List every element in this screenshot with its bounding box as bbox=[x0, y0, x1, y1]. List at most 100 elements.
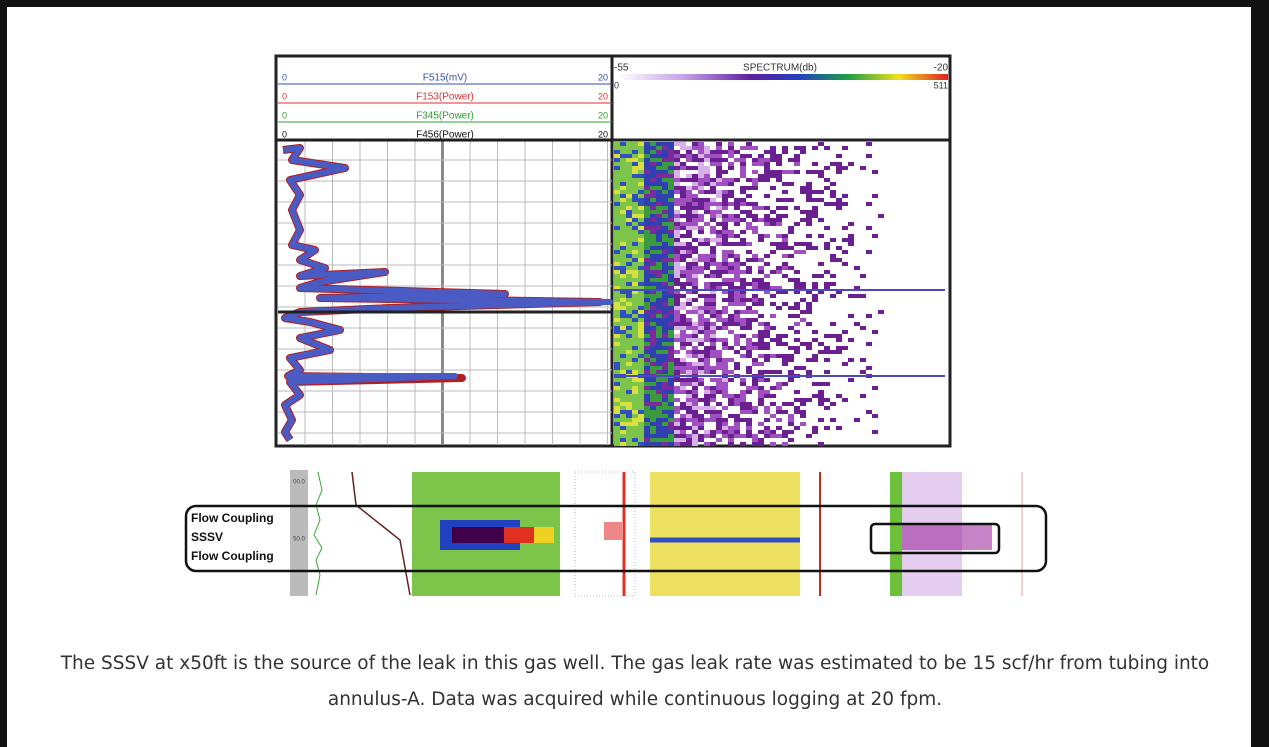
spectrum-cell bbox=[704, 430, 710, 434]
spectrum-cell bbox=[746, 366, 752, 370]
spectrum-cell bbox=[752, 230, 758, 234]
spectrum-cell bbox=[620, 254, 626, 258]
spectrum-cell bbox=[650, 246, 656, 250]
spectrum-cell bbox=[662, 166, 668, 170]
spectrum-cell bbox=[698, 426, 704, 430]
spectrum-cell bbox=[722, 270, 728, 274]
spectrum-cell bbox=[638, 294, 644, 298]
spectrum-cell bbox=[716, 390, 722, 394]
spectrum-cell bbox=[710, 414, 716, 418]
spectrum-cell bbox=[836, 394, 842, 398]
spectrum-cell bbox=[668, 334, 674, 338]
spectrum-cell bbox=[626, 214, 632, 218]
spectrum-cell bbox=[638, 218, 644, 222]
spectrum-cell bbox=[632, 358, 638, 362]
spectrum-cell bbox=[650, 218, 656, 222]
spectrum-cell bbox=[644, 338, 650, 342]
spectrum-cell bbox=[704, 210, 710, 214]
spectrum-cell bbox=[620, 214, 626, 218]
spectrum-cell bbox=[638, 334, 644, 338]
spectrum-cell bbox=[644, 162, 650, 166]
spectrum-cell bbox=[686, 398, 692, 402]
spectrum-cell bbox=[638, 158, 644, 162]
spectrum-cell bbox=[728, 358, 734, 362]
spectrum-cell bbox=[692, 146, 698, 150]
spectrum-cell bbox=[806, 242, 812, 246]
spectrum-cell bbox=[794, 350, 800, 354]
spectrum-cell bbox=[710, 350, 716, 354]
spectrum-cell bbox=[824, 370, 830, 374]
spectrum-cell bbox=[662, 206, 668, 210]
spectrum-cell bbox=[710, 258, 716, 262]
spectrum-cell bbox=[668, 162, 674, 166]
spectrum-cell bbox=[686, 414, 692, 418]
spectrum-cell bbox=[662, 222, 668, 226]
spectrum-cell bbox=[716, 274, 722, 278]
spectrum-cell bbox=[644, 430, 650, 434]
spectrum-cell bbox=[764, 406, 770, 410]
spectrum-cell bbox=[740, 186, 746, 190]
spectrum-cell bbox=[728, 290, 734, 294]
spectrum-cell bbox=[812, 246, 818, 250]
spectrum-cell bbox=[752, 378, 758, 382]
spectrum-cell bbox=[806, 434, 812, 438]
spectrum-cell bbox=[680, 414, 686, 418]
spectrum-cell bbox=[680, 422, 686, 426]
spectrum-cell bbox=[740, 442, 746, 446]
spectrum-cell bbox=[632, 246, 638, 250]
spectrum-cell bbox=[710, 150, 716, 154]
spectrum-cell bbox=[614, 234, 620, 238]
spectrum-cell bbox=[848, 378, 854, 382]
spectrum-cell bbox=[812, 330, 818, 334]
spectrum-cell bbox=[674, 182, 680, 186]
spectrum-cell bbox=[650, 242, 656, 246]
spectrum-cell bbox=[656, 282, 662, 286]
spectrum-cell bbox=[692, 206, 698, 210]
spectrum-cell bbox=[734, 334, 740, 338]
spectrum-cell bbox=[674, 298, 680, 302]
spectrum-cell bbox=[800, 298, 806, 302]
spectrum-cell bbox=[734, 322, 740, 326]
spectrum-cell bbox=[722, 426, 728, 430]
spectrum-cell bbox=[716, 166, 722, 170]
spectrum-cell bbox=[860, 294, 866, 298]
spectrum-cell bbox=[764, 166, 770, 170]
spectrum-cell bbox=[620, 298, 626, 302]
spectrum-cell bbox=[722, 382, 728, 386]
frame-right bbox=[1251, 0, 1269, 747]
spectrum-cell bbox=[782, 442, 788, 446]
spectrum-cell bbox=[818, 402, 824, 406]
spectrum-cell bbox=[614, 426, 620, 430]
spectrum-cell bbox=[668, 218, 674, 222]
spectrum-cell bbox=[644, 402, 650, 406]
spectrum-cell bbox=[722, 422, 728, 426]
track-max: 20 bbox=[598, 110, 608, 120]
spectrum-cell bbox=[776, 386, 782, 390]
spectrum-cell bbox=[656, 254, 662, 258]
spectrum-cell bbox=[764, 158, 770, 162]
spectrum-cell bbox=[656, 226, 662, 230]
spectrum-cell bbox=[776, 266, 782, 270]
spectrum-cell bbox=[710, 178, 716, 182]
spectrum-cell bbox=[626, 302, 632, 306]
spectrum-cell bbox=[716, 270, 722, 274]
spectrum-cell bbox=[650, 326, 656, 330]
spectrum-cell bbox=[698, 158, 704, 162]
spectrum-cell bbox=[740, 418, 746, 422]
spectrum-cell bbox=[740, 190, 746, 194]
spectrum-cell bbox=[812, 426, 818, 430]
spectrum-cell bbox=[830, 194, 836, 198]
spectrum-cell bbox=[716, 158, 722, 162]
spectrum-cell bbox=[650, 342, 656, 346]
spectrum-cell bbox=[692, 306, 698, 310]
spectrum-cell bbox=[698, 422, 704, 426]
spectrum-cell bbox=[668, 234, 674, 238]
spectrum-cell bbox=[716, 326, 722, 330]
spectrum-cell bbox=[668, 210, 674, 214]
spectrum-cell bbox=[620, 226, 626, 230]
spectrum-cell bbox=[620, 178, 626, 182]
spectrum-cell bbox=[686, 310, 692, 314]
spectrum-cell bbox=[734, 150, 740, 154]
spectrum-min: -55 bbox=[614, 63, 629, 74]
spectrum-cell bbox=[782, 410, 788, 414]
